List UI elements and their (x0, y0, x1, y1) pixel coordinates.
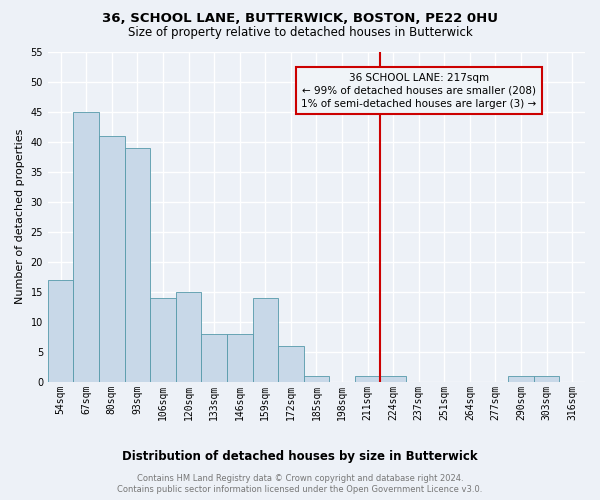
Text: 36 SCHOOL LANE: 217sqm
← 99% of detached houses are smaller (208)
1% of semi-det: 36 SCHOOL LANE: 217sqm ← 99% of detached… (301, 72, 536, 109)
Bar (227, 334, 253, 382)
Bar (380, 376, 406, 382)
Y-axis label: Number of detached properties: Number of detached properties (15, 129, 25, 304)
Text: Contains HM Land Registry data © Crown copyright and database right 2024.: Contains HM Land Registry data © Crown c… (137, 474, 463, 483)
Bar (508, 376, 534, 382)
Bar (253, 298, 278, 382)
Bar (73, 112, 99, 382)
Bar (48, 280, 73, 382)
Bar (278, 346, 304, 382)
Bar (125, 148, 150, 382)
Bar (355, 376, 380, 382)
Bar (304, 376, 329, 382)
Text: 36, SCHOOL LANE, BUTTERWICK, BOSTON, PE22 0HU: 36, SCHOOL LANE, BUTTERWICK, BOSTON, PE2… (102, 12, 498, 26)
Bar (99, 136, 125, 382)
Bar (176, 292, 202, 382)
Text: Size of property relative to detached houses in Butterwick: Size of property relative to detached ho… (128, 26, 472, 39)
Bar (150, 298, 176, 382)
Bar (534, 376, 559, 382)
Bar (202, 334, 227, 382)
Text: Distribution of detached houses by size in Butterwick: Distribution of detached houses by size … (122, 450, 478, 463)
Text: Contains public sector information licensed under the Open Government Licence v3: Contains public sector information licen… (118, 485, 482, 494)
